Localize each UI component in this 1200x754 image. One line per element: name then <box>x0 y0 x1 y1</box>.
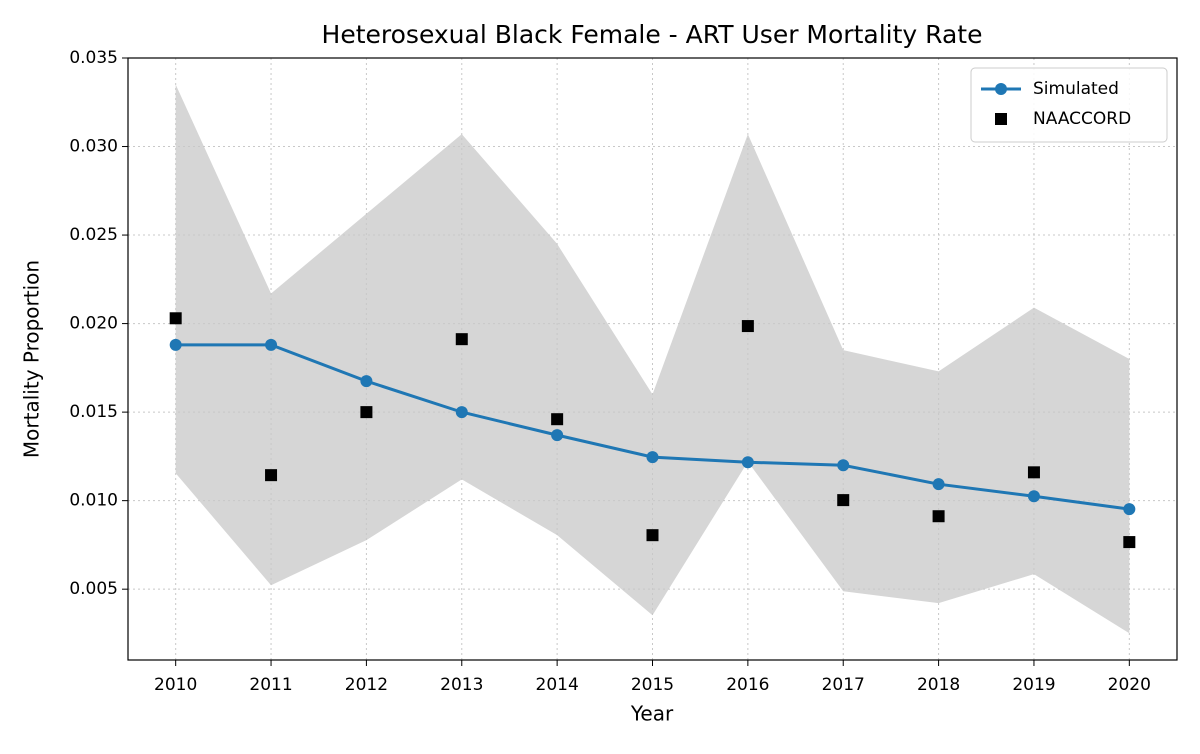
x-tick-label: 2019 <box>1012 675 1055 695</box>
point <box>455 406 468 419</box>
x-tick-label: 2017 <box>822 675 865 695</box>
y-tick-label: 0.005 <box>69 579 118 599</box>
point <box>741 456 754 469</box>
legend-label: Simulated <box>1033 79 1119 99</box>
y-tick-label: 0.035 <box>69 48 118 68</box>
point <box>265 338 278 351</box>
y-tick-label: 0.020 <box>69 314 118 334</box>
point <box>932 478 945 491</box>
x-tick-label: 2012 <box>345 675 388 695</box>
x-tick-label: 2016 <box>726 675 769 695</box>
chart-title: Heterosexual Black Female - ART User Mor… <box>322 20 983 49</box>
point <box>837 459 850 472</box>
point <box>1027 490 1040 503</box>
point <box>360 406 373 419</box>
point <box>1123 536 1136 549</box>
point <box>646 451 659 464</box>
point <box>551 413 564 426</box>
point <box>360 375 373 388</box>
x-axis-label: Year <box>630 702 674 726</box>
point <box>169 338 182 351</box>
point <box>837 494 850 507</box>
point <box>1027 466 1040 479</box>
y-tick-label: 0.015 <box>69 402 118 422</box>
legend-label: NAACCORD <box>1033 109 1131 129</box>
y-tick-label: 0.010 <box>69 491 118 511</box>
x-tick-label: 2018 <box>917 675 960 695</box>
plot-frame <box>127 57 1178 661</box>
x-tick-label: 2013 <box>440 675 483 695</box>
y-tick-label: 0.025 <box>69 225 118 245</box>
confidence-band <box>175 84 1130 634</box>
point <box>551 429 564 442</box>
point <box>455 333 468 346</box>
legend-box <box>970 67 1168 143</box>
legend-marker <box>995 83 1007 95</box>
x-tick-label: 2020 <box>1108 675 1151 695</box>
point <box>169 312 182 325</box>
x-tick-label: 2010 <box>154 675 197 695</box>
point <box>646 529 659 542</box>
x-tick-label: 2014 <box>536 675 579 695</box>
y-axis-label: Mortality Proportion <box>20 260 44 458</box>
point <box>265 469 278 482</box>
y-tick-label: 0.030 <box>69 137 118 157</box>
x-tick-label: 2015 <box>631 675 674 695</box>
x-tick-label: 2011 <box>249 675 292 695</box>
point <box>741 320 754 333</box>
point <box>932 510 945 523</box>
legend-marker <box>995 113 1007 125</box>
point <box>1123 503 1136 516</box>
